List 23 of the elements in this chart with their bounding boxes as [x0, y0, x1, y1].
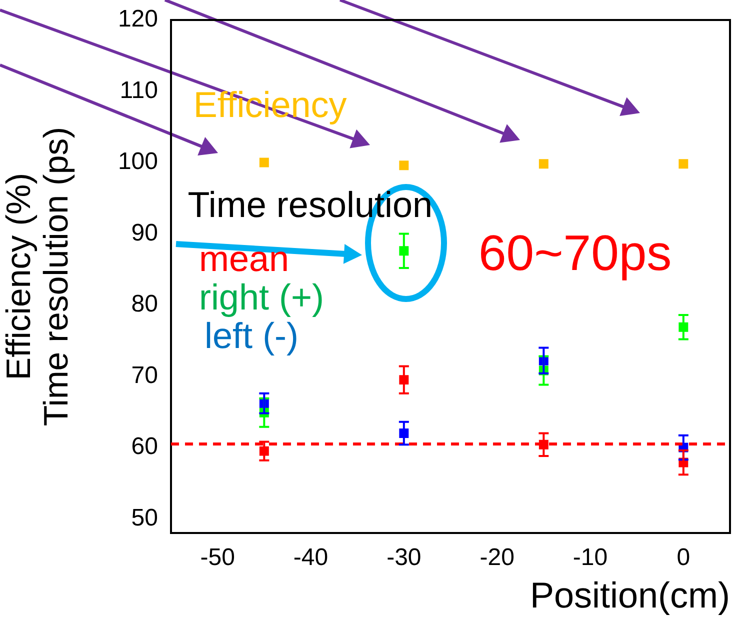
point [259, 158, 269, 168]
x-tick-label: 0 [676, 544, 690, 572]
y-tick-label: 70 [131, 362, 158, 389]
y-tick-label: 80 [131, 290, 158, 318]
text: mean [198, 238, 290, 280]
y-tick-label: 50 [131, 504, 158, 532]
x-tick-label: -50 [200, 544, 235, 572]
y-tick-label: 110 [120, 76, 158, 104]
annotation: 60~70ps [478, 224, 672, 281]
x-axis-title: Position(cm) [530, 574, 730, 616]
y-tick-label: 60 [131, 433, 158, 460]
y-tick-label: 120 [118, 6, 158, 33]
y-tick-label: 100 [118, 148, 158, 176]
x-tick-label: -10 [572, 544, 608, 572]
x-tick-label: -20 [480, 544, 514, 572]
text: right (+) [198, 276, 324, 318]
point [538, 159, 548, 169]
x-tick-label: -40 [293, 544, 328, 572]
point [678, 159, 688, 169]
y-axis-title: Efficiency (%) Time resolution (ps) [0, 126, 76, 426]
x-tick-label: -30 [386, 544, 422, 572]
y-tick-label: 90 [131, 219, 158, 246]
point [399, 160, 409, 170]
